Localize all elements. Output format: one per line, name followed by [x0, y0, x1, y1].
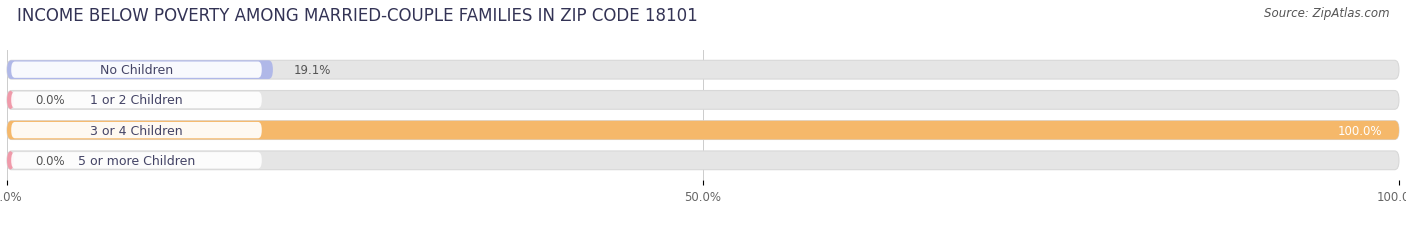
FancyBboxPatch shape: [7, 91, 1399, 110]
FancyBboxPatch shape: [11, 122, 262, 139]
Text: INCOME BELOW POVERTY AMONG MARRIED-COUPLE FAMILIES IN ZIP CODE 18101: INCOME BELOW POVERTY AMONG MARRIED-COUPL…: [17, 7, 697, 25]
FancyBboxPatch shape: [11, 62, 262, 79]
Text: 0.0%: 0.0%: [35, 94, 65, 107]
Text: 3 or 4 Children: 3 or 4 Children: [90, 124, 183, 137]
FancyBboxPatch shape: [7, 151, 1399, 170]
FancyBboxPatch shape: [7, 91, 14, 110]
Text: No Children: No Children: [100, 64, 173, 77]
Text: 0.0%: 0.0%: [35, 154, 65, 167]
FancyBboxPatch shape: [7, 121, 1399, 140]
FancyBboxPatch shape: [7, 61, 273, 80]
Text: 5 or more Children: 5 or more Children: [77, 154, 195, 167]
FancyBboxPatch shape: [7, 61, 1399, 80]
Text: 100.0%: 100.0%: [1337, 124, 1382, 137]
Text: 1 or 2 Children: 1 or 2 Children: [90, 94, 183, 107]
FancyBboxPatch shape: [11, 152, 262, 169]
Text: 19.1%: 19.1%: [294, 64, 332, 77]
Text: Source: ZipAtlas.com: Source: ZipAtlas.com: [1264, 7, 1389, 20]
FancyBboxPatch shape: [7, 151, 14, 170]
FancyBboxPatch shape: [7, 121, 1399, 140]
FancyBboxPatch shape: [11, 92, 262, 109]
